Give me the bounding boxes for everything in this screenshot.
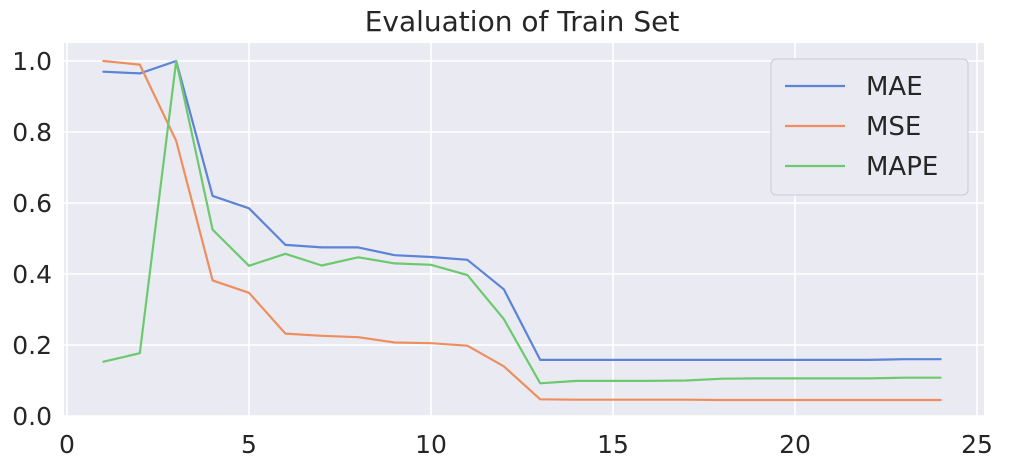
x-tick-label: 15: [597, 430, 629, 459]
legend-label-mae: MAE: [866, 72, 923, 102]
y-tick-label: 0.0: [12, 402, 52, 431]
x-tick-label: 25: [961, 430, 993, 459]
x-tick-label: 20: [779, 430, 811, 459]
chart-title: Evaluation of Train Set: [365, 5, 680, 38]
legend: MAE MSE MAPE: [770, 58, 969, 196]
y-tick-label: 0.4: [12, 260, 52, 289]
x-tick-label: 5: [241, 430, 257, 459]
legend-label-mse: MSE: [866, 112, 921, 142]
y-tick-label: 0.6: [12, 189, 52, 218]
y-tick-label: 0.2: [12, 331, 52, 360]
x-tick-label: 10: [415, 430, 447, 459]
y-tick-label: 0.8: [12, 118, 52, 147]
legend-box: [770, 58, 969, 196]
y-tick-label: 1.0: [12, 47, 52, 76]
series-lines: [102, 59, 942, 402]
series-line-mape: [102, 59, 942, 385]
legend-label-mape: MAPE: [866, 152, 938, 182]
y-axis-ticks: 0.0 0.2 0.4 0.6 0.8 1.0: [12, 47, 52, 431]
series-line-mse: [102, 59, 942, 402]
x-axis-ticks: 0 5 10 15 20 25: [59, 430, 993, 459]
series-line-mae: [102, 59, 942, 361]
x-tick-label: 0: [59, 430, 75, 459]
